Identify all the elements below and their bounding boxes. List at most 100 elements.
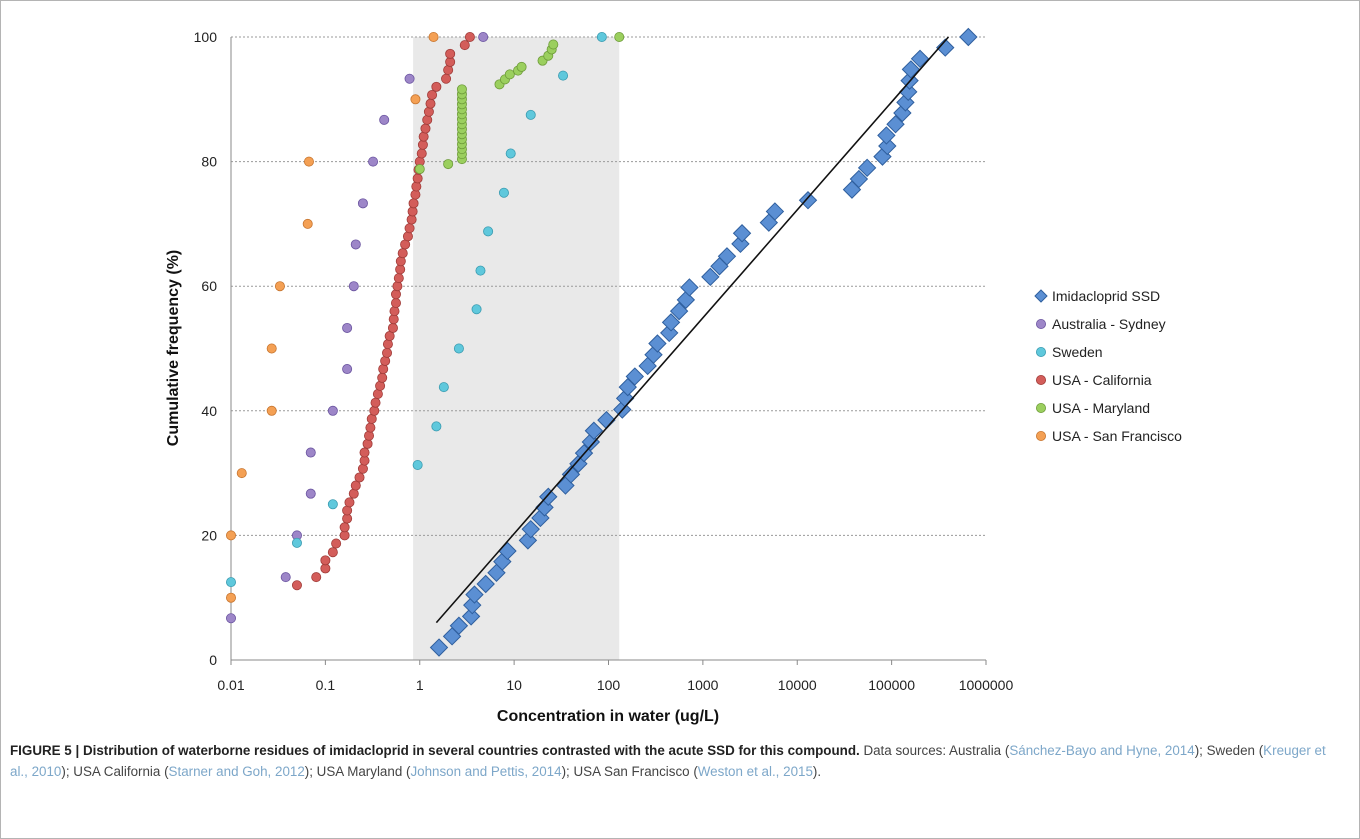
data-point: [886, 115, 905, 134]
data-point: [382, 347, 393, 358]
data-point: [765, 202, 785, 221]
data-point: [236, 468, 247, 479]
data-point: [701, 267, 720, 287]
data-point: [359, 447, 370, 458]
data-point: [350, 239, 361, 250]
data-point: [416, 148, 427, 159]
legend-marker: [1034, 289, 1048, 303]
data-point: [896, 93, 915, 112]
data-point: [445, 48, 456, 59]
data-point: [505, 148, 516, 159]
legend-label: USA - California: [1052, 372, 1152, 388]
data-point: [350, 480, 361, 491]
data-point: [936, 38, 955, 57]
data-point: [311, 572, 322, 583]
data-point: [518, 531, 538, 550]
data-point: [395, 256, 406, 267]
data-point: [362, 438, 373, 449]
caption-reference-link[interactable]: Kreuger et al., 2010: [10, 743, 1326, 779]
legend-label: USA - Maryland: [1052, 400, 1150, 416]
x-axis-title: Concentration in water (ug/L): [497, 708, 719, 725]
data-point: [648, 334, 667, 353]
data-point: [414, 164, 425, 175]
data-point: [423, 106, 434, 117]
series-sweden: [225, 32, 607, 588]
data-point: [344, 497, 355, 508]
data-point: [392, 281, 403, 292]
data-point: [280, 572, 291, 583]
data-point: [525, 109, 536, 120]
data-point: [465, 585, 484, 604]
caption-text: Data sources: Australia (: [859, 743, 1010, 758]
data-point: [661, 313, 681, 332]
data-point: [717, 247, 737, 266]
x-tick-label: 0.1: [316, 677, 336, 693]
legend-marker: [1036, 346, 1047, 357]
data-point: [375, 380, 386, 391]
legend-marker: [1036, 374, 1047, 385]
data-point: [348, 281, 359, 292]
legend-item: USA - San Francisco: [1036, 428, 1182, 444]
data-point: [378, 364, 389, 375]
data-point: [596, 32, 607, 43]
data-point: [443, 65, 454, 76]
data-point: [410, 94, 421, 105]
data-point: [225, 592, 236, 603]
legend-marker: [1036, 430, 1047, 441]
y-tick-label: 100: [194, 29, 218, 45]
y-tick-label: 60: [201, 278, 217, 294]
legend-item: Imidacloprid SSD: [1034, 288, 1160, 304]
data-point: [441, 73, 452, 84]
trendline: [435, 36, 950, 624]
data-point: [910, 49, 930, 69]
legend-label: Imidacloprid SSD: [1052, 288, 1160, 304]
series-usa-maryland: [414, 32, 625, 175]
legend-item: Australia - Sydney: [1036, 316, 1166, 332]
caption-reference-link[interactable]: Johnson and Pettis, 2014: [410, 764, 562, 779]
data-point: [342, 364, 353, 375]
data-point: [461, 607, 481, 626]
data-point: [539, 487, 558, 506]
data-point: [305, 447, 316, 458]
legend-marker: [1036, 402, 1047, 413]
data-point: [561, 465, 581, 484]
data-point: [404, 73, 415, 84]
data-point: [438, 382, 449, 393]
data-point: [390, 298, 401, 309]
legend-marker: [1036, 318, 1047, 329]
data-point: [411, 181, 422, 192]
data-point: [348, 488, 359, 499]
data-point: [370, 397, 381, 408]
data-point: [397, 248, 408, 259]
data-point: [459, 40, 470, 51]
data-point: [877, 126, 896, 145]
data-point: [422, 114, 433, 125]
data-point: [320, 555, 331, 566]
data-point: [266, 343, 277, 354]
data-point: [291, 537, 302, 548]
data-point: [390, 289, 401, 300]
data-point: [387, 322, 398, 333]
caption-reference-link[interactable]: Sánchez-Bayo and Hyne, 2014: [1009, 743, 1195, 758]
data-point: [429, 638, 449, 657]
legend-item: USA - California: [1036, 372, 1152, 388]
caption-reference-link[interactable]: Weston et al., 2015: [697, 764, 813, 779]
data-point: [382, 339, 393, 350]
caption-reference-link[interactable]: Starner and Goh, 2012: [168, 764, 305, 779]
data-point: [878, 136, 897, 156]
data-point: [483, 226, 494, 237]
y-tick-label: 0: [209, 652, 217, 668]
caption-title: FIGURE 5 | Distribution of waterborne re…: [10, 743, 860, 758]
data-point: [732, 224, 752, 243]
data-point: [327, 499, 338, 510]
data-point: [402, 231, 413, 242]
y-tick-label: 40: [201, 403, 217, 419]
x-tick-label: 10: [506, 677, 522, 693]
x-tick-label: 1000: [687, 677, 718, 693]
x-tick-label: 1000000: [959, 677, 1014, 693]
figure-caption: FIGURE 5 | Distribution of waterborne re…: [10, 740, 1345, 782]
data-point: [464, 32, 475, 43]
data-point: [408, 198, 419, 209]
data-point: [449, 616, 469, 635]
